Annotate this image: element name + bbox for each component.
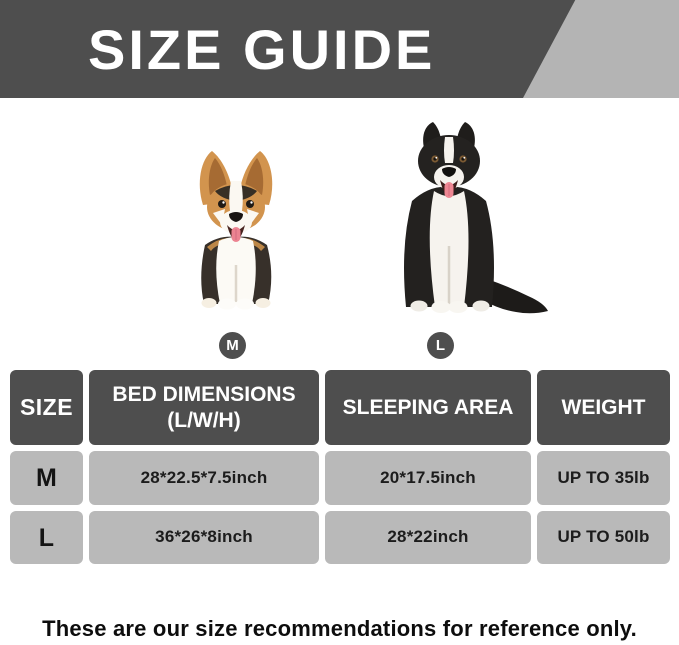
banner: SIZE GUIDE [0, 0, 679, 98]
row-l-sleeping-area-cell: 28*22inch [325, 511, 531, 564]
row-m-sleeping-area-cell: 20*17.5inch [325, 451, 531, 505]
column-header-weight: WEIGHT [537, 370, 670, 445]
size-badge-m-label: M [226, 337, 239, 354]
column-header-bed-dimensions: BED DIMENSIONS (L/W/H) [89, 370, 319, 445]
row-m-size-cell: M [10, 451, 83, 505]
column-header-sleeping-area: SLEEPING AREA [325, 370, 531, 445]
corgi-dog-photo [183, 147, 290, 312]
page-title: SIZE GUIDE [88, 17, 436, 81]
size-badge-l: L [427, 332, 454, 359]
corgi-dog-illustration [199, 151, 273, 310]
size-table: SIZE BED DIMENSIONS (L/W/H) SLEEPING ARE… [10, 370, 670, 564]
column-header-bed-dimensions-line1: BED DIMENSIONS [112, 383, 296, 407]
row-l-bed-dimensions-cell: 36*26*8inch [89, 511, 319, 564]
row-l-size-cell: L [10, 511, 83, 564]
size-badge-m: M [219, 332, 246, 359]
row-m-weight-cell: UP TO 35lb [537, 451, 670, 505]
column-header-bed-dimensions-line2: (L/W/H) [167, 408, 241, 432]
banner-corner-shape [523, 0, 679, 98]
row-m-bed-dimensions-cell: 28*22.5*7.5inch [89, 451, 319, 505]
border-collie-dog-illustration [404, 122, 548, 314]
footer-note: These are our size recommendations for r… [42, 616, 637, 641]
size-badge-l-label: L [435, 337, 446, 354]
row-l-weight-cell: UP TO 50lb [537, 511, 670, 564]
column-header-size: SIZE [10, 370, 83, 445]
border-collie-dog-photo [392, 121, 550, 314]
